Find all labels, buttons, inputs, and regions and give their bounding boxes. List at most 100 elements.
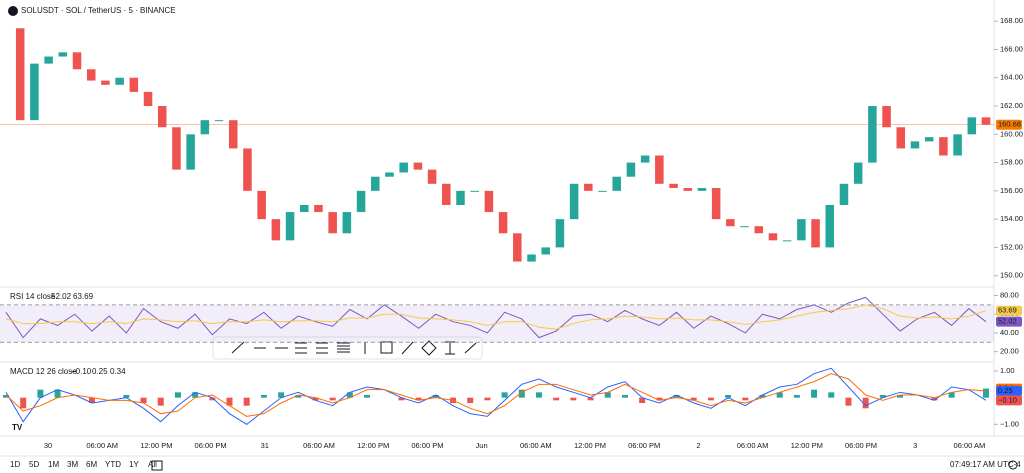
macd-hist-bar	[140, 397, 147, 403]
candle	[157, 106, 167, 128]
value-badge	[996, 386, 1022, 396]
y-tick-label: 80.00	[1000, 290, 1019, 299]
candle	[513, 233, 522, 262]
tool-icon[interactable]	[231, 341, 245, 354]
macd-hist-bar	[88, 397, 95, 403]
candle	[953, 134, 962, 156]
candle	[484, 190, 494, 213]
macd-hist-bar	[226, 397, 233, 406]
range-button[interactable]: YTD	[105, 460, 121, 469]
macd-hist-bar	[54, 389, 61, 398]
tool-icon[interactable]	[464, 342, 477, 354]
candle	[740, 226, 749, 228]
candle	[285, 212, 295, 241]
y-tick-label: 20.00	[1000, 347, 1019, 356]
macd-hist-bar	[346, 392, 353, 398]
candle	[342, 212, 352, 234]
candle	[172, 127, 181, 170]
macd-hist-bar	[37, 389, 44, 398]
macd-hist-bar	[174, 392, 181, 398]
settings-icon[interactable]	[1008, 460, 1018, 470]
value-badge-label: 160.68	[998, 120, 1021, 129]
range-button[interactable]: 1D	[10, 460, 20, 469]
macd-hist-bar	[484, 397, 491, 401]
macd-hist-bar	[707, 397, 714, 401]
macd-hist-bar	[501, 392, 508, 398]
macd-hist-bar	[398, 397, 405, 401]
candle	[30, 63, 39, 121]
value-badge	[996, 119, 1022, 130]
candle	[555, 219, 565, 248]
x-tick-label: 06:00 AM	[86, 441, 118, 450]
macd-hist-bar	[209, 397, 216, 401]
value-badge-label: 0.25	[998, 386, 1013, 395]
candle	[328, 212, 337, 234]
candle	[811, 219, 820, 248]
calendar-icon[interactable]	[151, 460, 163, 471]
range-button[interactable]: All	[148, 460, 157, 469]
tool-icon[interactable]	[421, 340, 437, 356]
macd-hist-bar	[948, 392, 955, 398]
x-tick-label: 12:00 PM	[574, 441, 606, 450]
x-tick-label: 30	[44, 441, 52, 450]
macd-hist-bar	[553, 397, 560, 401]
macd-title: MACD 12 26 close	[10, 367, 77, 376]
rsi-line	[5, 296, 987, 339]
candle	[797, 219, 806, 241]
tool-icon[interactable]	[295, 342, 307, 354]
candle	[711, 188, 721, 220]
y-tick-label: 154.00	[1000, 214, 1023, 223]
candle	[143, 91, 153, 107]
candle	[300, 205, 309, 213]
candle	[257, 190, 266, 220]
symbol-title[interactable]: SOLUSDT · SOL / TetherUS · 5 · BINANCE	[21, 6, 176, 15]
macd-hist-bar	[278, 392, 285, 398]
candle	[910, 141, 920, 149]
candle	[939, 137, 948, 156]
tool-icon[interactable]	[337, 342, 350, 353]
macd-hist-bar	[518, 389, 525, 398]
candle	[442, 183, 451, 205]
macd-hist-bar	[260, 395, 267, 398]
x-tick-label: 12:00 PM	[140, 441, 172, 450]
candle	[868, 106, 877, 163]
macd-hist-bar	[983, 388, 989, 398]
tool-icon[interactable]	[316, 342, 328, 354]
candle	[782, 240, 792, 242]
candle	[228, 120, 238, 149]
tool-icon[interactable]	[401, 341, 414, 355]
y-tick-label: 166.00	[1000, 44, 1023, 53]
y-tick-label: 162.00	[1000, 101, 1023, 110]
candle	[655, 155, 664, 184]
macd-hist-bar	[656, 397, 663, 401]
candle	[967, 117, 977, 135]
macd-hist-bar	[621, 395, 628, 398]
macd-legend: −0.10	[71, 367, 92, 376]
macd-hist-bar	[157, 397, 164, 406]
candle	[669, 183, 678, 189]
x-tick-label: 12:00 PM	[791, 441, 823, 450]
x-tick-label: 06:00 AM	[520, 441, 552, 450]
y-tick-label: 1.00	[1000, 366, 1015, 375]
candle	[726, 219, 735, 227]
macd-hist-bar	[192, 392, 199, 398]
candle	[896, 127, 906, 149]
range-button[interactable]: 6M	[86, 460, 97, 469]
range-button[interactable]: 3M	[67, 460, 78, 469]
x-tick-label: 31	[261, 441, 269, 450]
candle	[697, 188, 707, 191]
candle	[399, 162, 408, 173]
y-tick-label: 160.00	[1000, 129, 1023, 138]
candle	[44, 56, 53, 64]
range-button[interactable]: 1M	[48, 460, 59, 469]
value-badge-label: 63.69	[998, 306, 1017, 315]
candle	[882, 106, 891, 128]
range-button[interactable]: 1Y	[129, 460, 139, 469]
candle	[683, 188, 692, 191]
range-button[interactable]: 5D	[29, 460, 39, 469]
macd-hist-bar	[793, 395, 800, 398]
macd-hist-bar	[639, 397, 646, 403]
x-tick-label: 2	[696, 441, 700, 450]
macd-hist-bar	[243, 397, 250, 406]
